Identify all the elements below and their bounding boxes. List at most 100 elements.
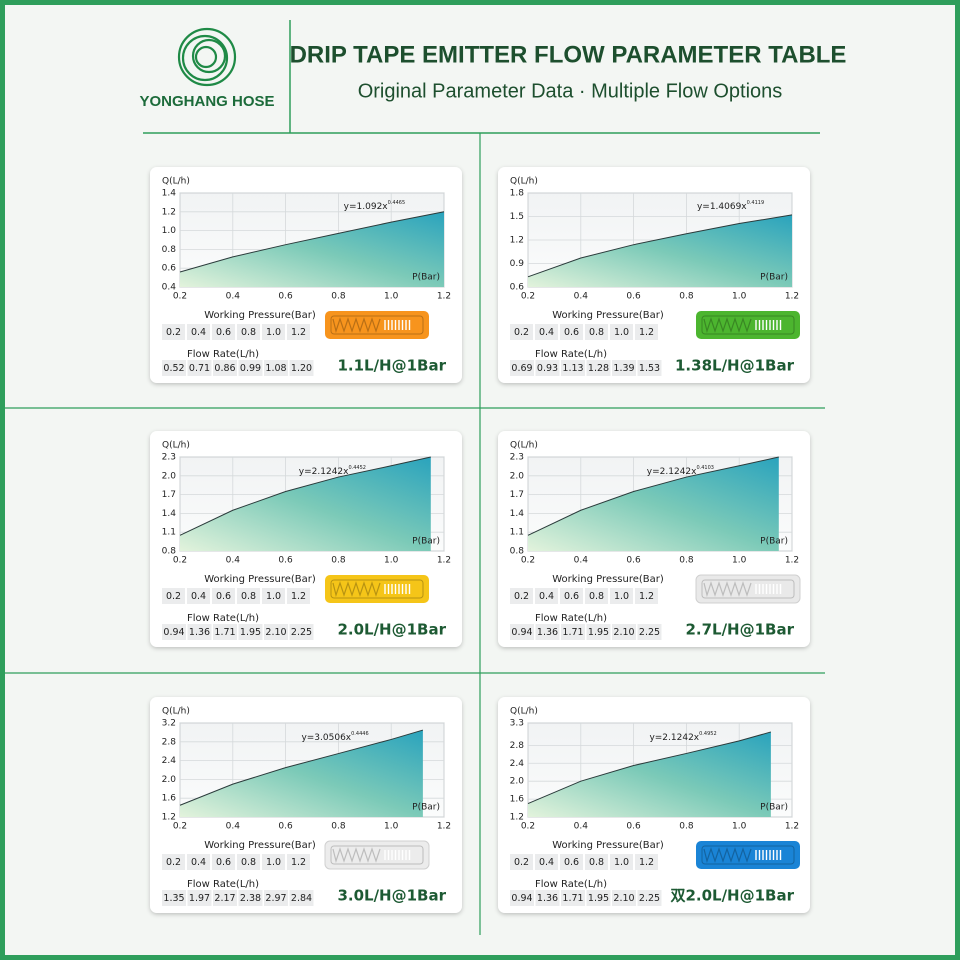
flow-value: 1.71 bbox=[214, 627, 235, 638]
equation-base: y=3.0506x bbox=[301, 733, 351, 743]
table-cell bbox=[264, 890, 288, 906]
table-cell bbox=[510, 588, 533, 604]
table-cell bbox=[187, 360, 212, 376]
emitter-body bbox=[696, 311, 800, 339]
x-axis-label: P(Bar) bbox=[760, 803, 788, 813]
x-tick-label: 0.2 bbox=[173, 292, 187, 302]
table-cell bbox=[612, 890, 636, 906]
x-tick-label: 1.0 bbox=[384, 292, 399, 302]
flow-curve bbox=[527, 214, 793, 278]
pressure-value: 0.8 bbox=[589, 857, 604, 868]
chart-card: 0.8 1.1 1.4 1.7 2.0 2.3 0.2 0.4 0.6 0.8 1.0 1.2 Q(L/… bbox=[498, 431, 810, 647]
emitter-inner bbox=[701, 579, 795, 599]
emitter-labyrinth bbox=[703, 847, 752, 864]
x-tick-label: 1.0 bbox=[732, 292, 747, 302]
equation-base: y=2.1242x bbox=[649, 733, 699, 743]
y-tick-label: 2.0 bbox=[162, 775, 177, 785]
y-tick-label: 1.4 bbox=[162, 509, 177, 519]
flow-value: 2.10 bbox=[613, 627, 634, 638]
x-axis-label: P(Bar) bbox=[412, 273, 440, 283]
y-tick-label: 2.4 bbox=[510, 759, 525, 769]
pressure-value: 0.2 bbox=[166, 857, 181, 868]
x-tick-label: 0.4 bbox=[226, 556, 241, 566]
flow-value: 0.86 bbox=[214, 363, 235, 374]
pressure-value: 1.0 bbox=[614, 327, 629, 338]
flow-label: Flow Rate(L/h) bbox=[187, 613, 259, 624]
table-cell bbox=[635, 324, 658, 340]
x-tick-label: 0.6 bbox=[278, 556, 293, 566]
table-cell bbox=[510, 890, 534, 906]
table-cell bbox=[561, 624, 585, 640]
flow-value: 1.20 bbox=[291, 363, 312, 374]
equation-exponent: 0.4119 bbox=[747, 200, 765, 206]
subtitle: Original Parameter Data · Multiple Flow … bbox=[358, 80, 783, 102]
equation-exponent: 0.4465 bbox=[388, 200, 406, 206]
pressure-value: 0.6 bbox=[216, 327, 231, 338]
flow-value: 1.13 bbox=[562, 363, 583, 374]
table-cell bbox=[586, 624, 611, 640]
table-cell bbox=[212, 854, 235, 870]
flow-value: 2.97 bbox=[265, 893, 286, 904]
pressure-value: 0.4 bbox=[191, 591, 206, 602]
emitter-body bbox=[695, 574, 801, 604]
y-axis-label: Q(L/h) bbox=[510, 177, 538, 187]
y-tick-label: 0.8 bbox=[162, 245, 177, 255]
x-tick-label: 1.0 bbox=[384, 822, 399, 832]
flow-value: 1.71 bbox=[562, 893, 583, 904]
emitter bbox=[696, 311, 800, 339]
table-cell bbox=[162, 324, 185, 340]
y-tick-label: 1.5 bbox=[510, 212, 524, 222]
pressure-value: 0.4 bbox=[539, 327, 554, 338]
flow-curve bbox=[179, 211, 445, 273]
pressure-label: Working Pressure(Bar) bbox=[552, 310, 664, 321]
flow-area bbox=[528, 214, 792, 287]
x-tick-label: 0.8 bbox=[331, 822, 346, 832]
table-cell bbox=[238, 624, 263, 640]
table-cell bbox=[610, 324, 633, 340]
pressure-value: 0.6 bbox=[564, 591, 579, 602]
table-cell bbox=[264, 624, 288, 640]
table-cell bbox=[585, 324, 608, 340]
equation-exponent: 0.4446 bbox=[351, 731, 369, 737]
y-tick-label: 0.6 bbox=[510, 283, 525, 293]
x-axis-label: P(Bar) bbox=[412, 803, 440, 813]
pressure-value: 0.2 bbox=[514, 857, 529, 868]
table-cell bbox=[561, 360, 585, 376]
y-tick-label: 1.1 bbox=[510, 528, 524, 538]
x-axis-label: P(Bar) bbox=[760, 537, 788, 547]
equation-exponent: 0.4103 bbox=[696, 465, 714, 471]
rating: 2.7L/H@1Bar bbox=[685, 621, 794, 639]
flow-value: 0.71 bbox=[189, 363, 210, 374]
title: DRIP TAPE EMITTER FLOW PARAMETER TABLE bbox=[290, 41, 847, 68]
table-cell bbox=[289, 360, 314, 376]
pressure-value: 0.8 bbox=[241, 591, 256, 602]
logo bbox=[177, 27, 237, 87]
y-tick-label: 2.8 bbox=[510, 741, 525, 751]
pressure-label: Working Pressure(Bar) bbox=[204, 840, 316, 851]
flow-value: 2.10 bbox=[265, 627, 286, 638]
x-tick-label: 0.4 bbox=[226, 822, 241, 832]
brand: YONGHANG HOSE bbox=[139, 93, 274, 110]
equation-base: y=1.092x bbox=[344, 202, 389, 212]
flow-value: 1.95 bbox=[588, 627, 609, 638]
flow-label: Flow Rate(L/h) bbox=[187, 349, 259, 360]
y-tick-label: 1.6 bbox=[162, 794, 177, 804]
table-cell bbox=[289, 890, 314, 906]
pressure-value: 0.2 bbox=[166, 327, 181, 338]
x-tick-label: 0.2 bbox=[521, 822, 535, 832]
x-tick-label: 1.2 bbox=[437, 822, 451, 832]
pressure-value: 0.4 bbox=[191, 857, 206, 868]
x-tick-label: 1.2 bbox=[437, 292, 451, 302]
pressure-value: 1.2 bbox=[291, 857, 306, 868]
flow-value: 1.35 bbox=[163, 893, 184, 904]
table-cell bbox=[162, 890, 186, 906]
y-tick-label: 2.3 bbox=[510, 453, 524, 463]
equation-exponent: 0.4952 bbox=[699, 731, 717, 737]
table-cell bbox=[535, 360, 560, 376]
table-cell bbox=[510, 360, 534, 376]
y-tick-label: 1.4 bbox=[510, 509, 525, 519]
emitter-labyrinth bbox=[332, 847, 381, 864]
flow-value: 2.25 bbox=[639, 627, 660, 638]
emitter-inner bbox=[330, 579, 424, 599]
